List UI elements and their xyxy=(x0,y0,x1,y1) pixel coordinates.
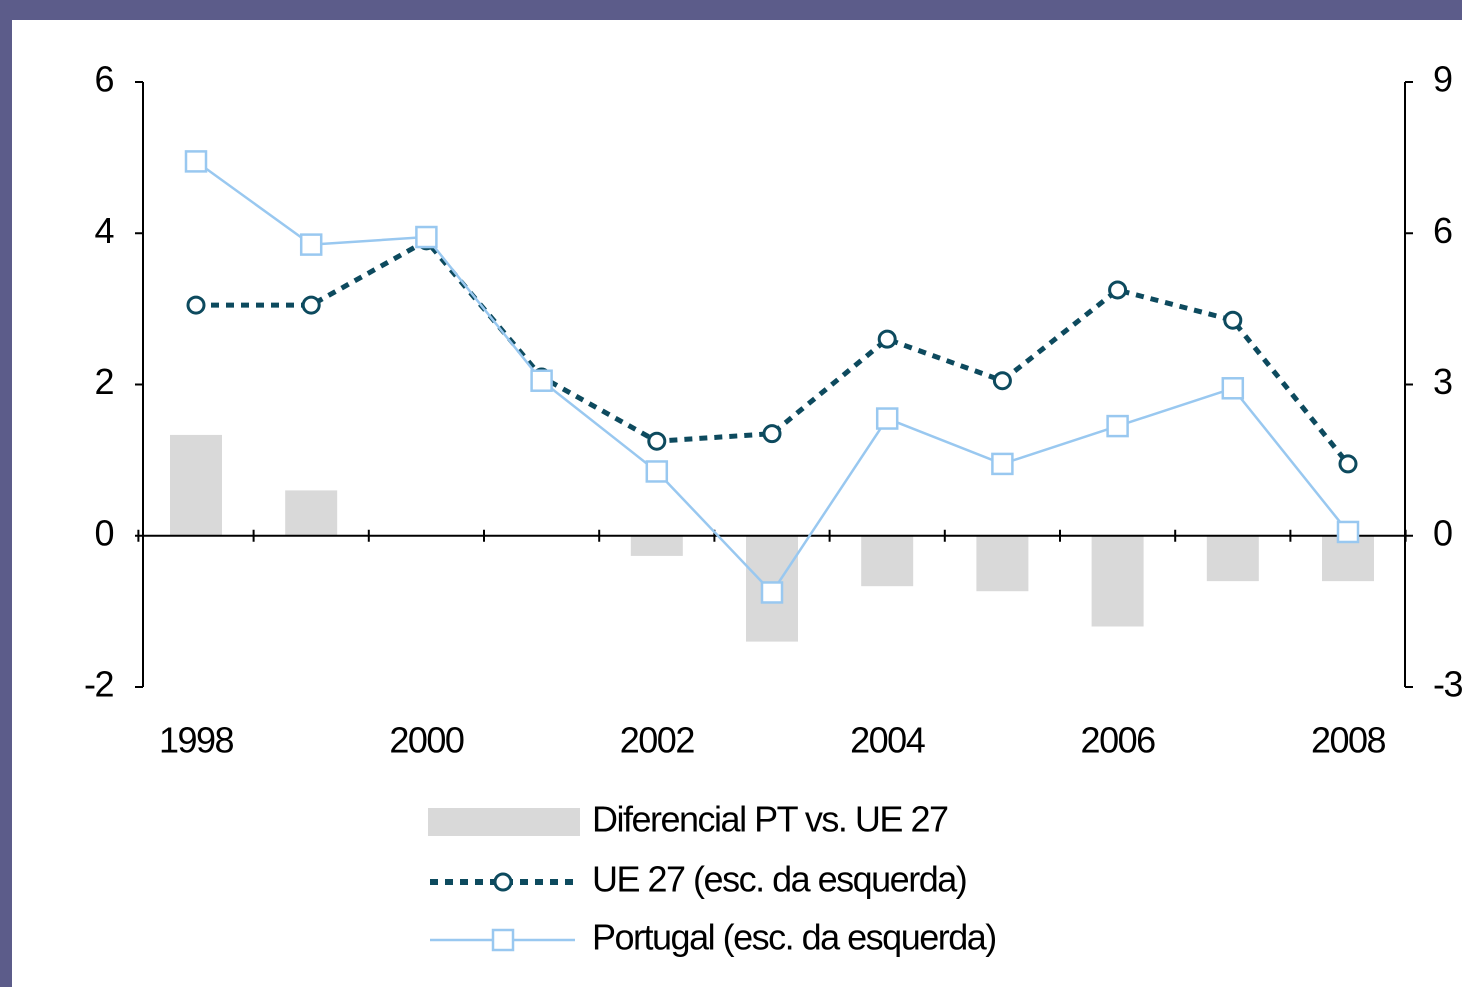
x-tick-label: 2000 xyxy=(389,720,464,761)
x-tick-label: 2006 xyxy=(1081,720,1156,761)
marker xyxy=(186,295,206,315)
y2-tick-label: 0 xyxy=(1433,512,1452,553)
y-tick-label: 4 xyxy=(94,210,113,251)
legend-marker xyxy=(493,872,513,892)
bar xyxy=(976,535,1029,592)
y2-tick-label: 9 xyxy=(1433,59,1452,100)
y-tick-label: 0 xyxy=(94,512,113,553)
marker xyxy=(1223,310,1243,330)
marker xyxy=(301,295,321,315)
y-tick-label: 2 xyxy=(94,361,113,402)
marker xyxy=(530,369,553,392)
marker xyxy=(760,581,784,604)
bar xyxy=(1322,535,1374,582)
y2-tick-label: -3 xyxy=(1433,664,1462,705)
bar xyxy=(630,535,683,556)
x-tick-label: 2004 xyxy=(850,720,925,761)
x-tick-label: 1998 xyxy=(159,720,234,761)
marker xyxy=(184,150,208,173)
legend-label: UE 27 (esc. da esquerda) xyxy=(592,859,966,900)
y-tick-label: 6 xyxy=(94,59,113,100)
left-border xyxy=(0,0,12,987)
marker xyxy=(299,233,323,256)
marker xyxy=(1106,414,1129,438)
series-line xyxy=(195,160,1349,595)
marker xyxy=(1108,280,1128,300)
marker xyxy=(415,225,438,249)
x-tick-label: 2008 xyxy=(1311,720,1386,761)
x-tick-label: 2002 xyxy=(620,720,695,761)
marker xyxy=(877,329,897,349)
legend-marker xyxy=(491,928,515,952)
marker xyxy=(1336,520,1360,544)
bar xyxy=(285,490,338,536)
marker xyxy=(992,371,1012,391)
marker xyxy=(645,460,669,483)
legend-label: Diferencial PT vs. UE 27 xyxy=(592,799,948,840)
legend-label: Portugal (esc. da esquerda) xyxy=(592,917,996,958)
y2-tick-label: 3 xyxy=(1433,361,1452,402)
marker xyxy=(875,407,899,430)
marker xyxy=(1338,454,1358,474)
marker xyxy=(991,452,1014,476)
marker xyxy=(647,431,667,451)
bar xyxy=(1091,535,1144,627)
y2-tick-label: 6 xyxy=(1433,210,1452,251)
series-line xyxy=(196,237,1350,466)
y-tick-label: -2 xyxy=(84,664,113,705)
legend-swatch xyxy=(428,808,580,836)
marker xyxy=(1221,377,1245,400)
marker xyxy=(762,424,782,444)
bar xyxy=(1206,535,1259,582)
bar xyxy=(861,535,914,587)
top-border xyxy=(0,0,1462,20)
bar xyxy=(170,434,222,536)
